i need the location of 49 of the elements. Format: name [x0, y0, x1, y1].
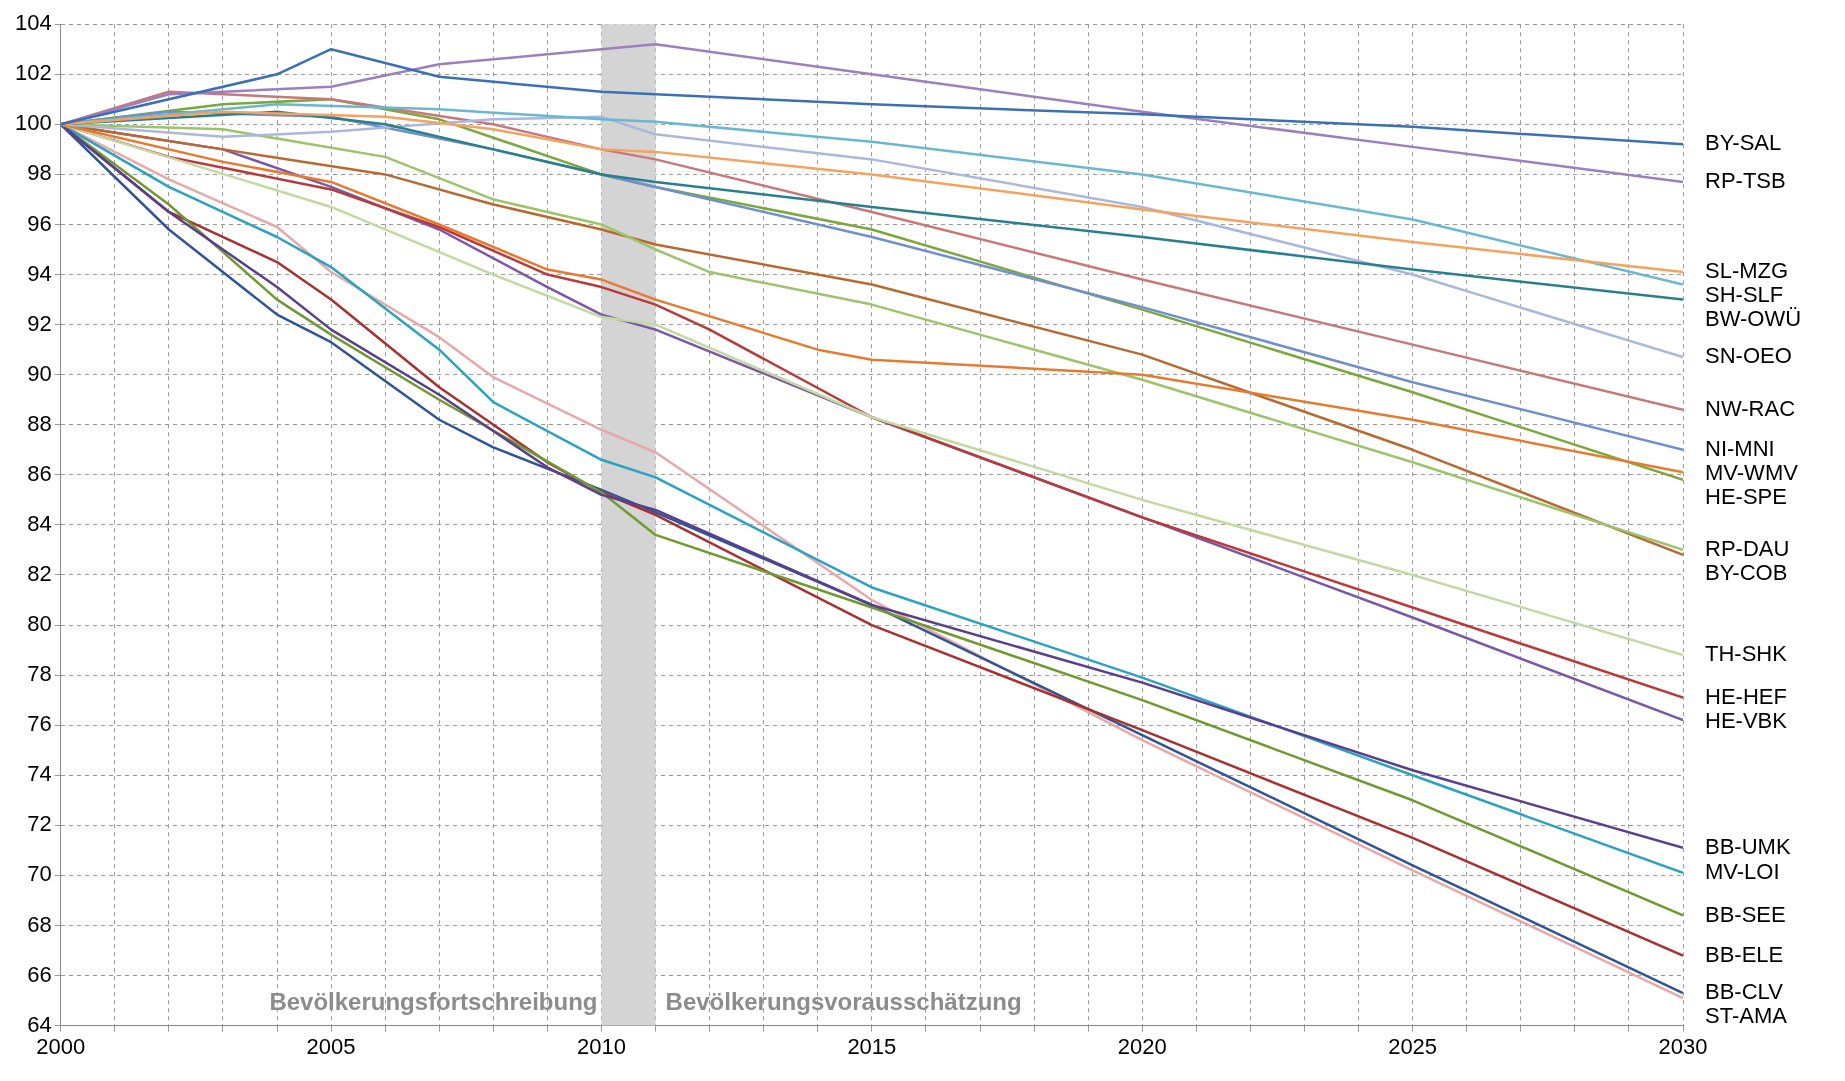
x-tick-label: 2025 [1388, 1033, 1438, 1059]
y-tick-label: 72 [27, 811, 52, 837]
series-label: HE-SPE [1705, 483, 1787, 509]
series-label: BB-CLV [1705, 979, 1784, 1005]
series-label: BY-SAL [1705, 130, 1782, 156]
series-label: NW-RAC [1705, 395, 1796, 421]
series-label: SN-OEO [1705, 343, 1792, 369]
series-label: SL-MZG [1705, 258, 1789, 284]
series-label: BY-COB [1705, 560, 1788, 585]
series-label: BB-UMK [1705, 833, 1791, 859]
series-label: BB-ELE [1705, 941, 1784, 967]
x-tick-label: 2005 [306, 1033, 356, 1059]
y-tick-label: 94 [27, 260, 52, 286]
x-tick-label: 2015 [847, 1033, 897, 1059]
annotation: Bevölkerungsvorausschätzung [665, 988, 1022, 1016]
series-label: BW-OWÜ [1705, 306, 1802, 332]
x-tick-label: 2030 [1658, 1033, 1708, 1059]
series-label: NI-MNI [1705, 435, 1775, 461]
series-label: SH-SLF [1705, 282, 1784, 308]
y-tick-label: 86 [27, 460, 52, 486]
y-tick-label: 68 [27, 911, 52, 937]
series-label: MV-WMV [1705, 459, 1799, 485]
y-tick-label: 90 [27, 360, 52, 386]
y-tick-label: 76 [27, 711, 52, 737]
y-tick-label: 104 [14, 10, 52, 36]
series-label: BB-SEE [1705, 901, 1786, 927]
y-tick-label: 74 [27, 761, 52, 787]
y-tick-label: 96 [27, 210, 52, 236]
y-tick-label: 102 [14, 60, 52, 86]
series-label: TH-SHK [1705, 641, 1788, 667]
series-label: ST-AMA [1705, 1003, 1788, 1029]
y-tick-label: 80 [27, 611, 52, 637]
y-tick-label: 92 [27, 310, 52, 336]
y-tick-label: 82 [27, 561, 52, 587]
series-label: RP-TSB [1705, 167, 1786, 193]
y-tick-label: 100 [14, 110, 52, 136]
y-tick-label: 84 [27, 510, 52, 536]
y-tick-label: 70 [27, 861, 52, 887]
series-label: RP-DAU [1705, 536, 1790, 561]
y-tick-label: 66 [27, 961, 52, 987]
y-tick-label: 88 [27, 410, 52, 436]
x-tick-label: 2020 [1117, 1033, 1167, 1059]
series-label: MV-LOI [1705, 858, 1780, 884]
y-tick-label: 78 [27, 661, 52, 687]
series-label: HE-HEF [1705, 683, 1787, 709]
annotation: Bevölkerungsfortschreibung [269, 988, 598, 1016]
y-tick-label: 98 [27, 160, 52, 186]
series-label: HE-VBK [1705, 707, 1788, 733]
x-tick-label: 2010 [576, 1033, 626, 1059]
